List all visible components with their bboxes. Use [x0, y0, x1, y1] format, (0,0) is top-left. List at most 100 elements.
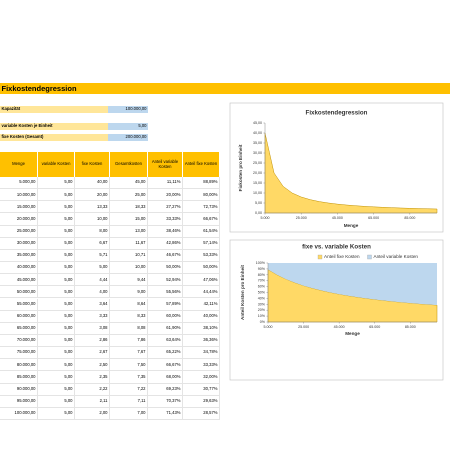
y-axis-title: Fixkosten pro Einheit	[238, 144, 243, 191]
table-cell: 90.000,00	[0, 383, 38, 396]
table-cell: 6,67	[75, 237, 110, 250]
sheet-title: Fixkostendegression	[0, 83, 450, 94]
table-cell: 5,71	[75, 249, 110, 263]
table-cell: 38,46%	[148, 225, 183, 238]
table-cell: 15,00	[110, 213, 148, 226]
table-cell: 61,90%	[148, 322, 183, 335]
table-cell: 25.000,00	[0, 225, 38, 238]
table-cell: 7,86	[110, 334, 148, 348]
table-cell: 5,00	[38, 201, 75, 214]
table-cell: 36,36%	[183, 334, 220, 348]
table-cell: 100.000,00	[0, 407, 38, 420]
table-cell: 5,00	[38, 177, 75, 190]
table-cell: 10,71	[110, 249, 148, 263]
table-cell: 5,00	[38, 407, 75, 420]
table-cell: 61,54%	[183, 225, 220, 238]
table-cell: 2,86	[75, 334, 110, 348]
x-tick-label: 25.000	[296, 216, 307, 220]
y-tick-label: 20,00	[253, 171, 262, 175]
table-cell: 88,89%	[183, 177, 220, 190]
table-cell: 5,00	[38, 213, 75, 226]
table-cell: 5,00	[75, 262, 110, 275]
y-tick-label: 20%	[258, 308, 266, 312]
table-cell: 52,94%	[148, 274, 183, 287]
chart-frame	[229, 239, 444, 381]
table-cell: 30,77%	[183, 383, 220, 396]
table-cell: 5,00	[38, 298, 75, 311]
table-cell: 60,00%	[148, 310, 183, 323]
table-cell: 30.000,00	[0, 237, 38, 250]
y-tick-label: 70%	[258, 279, 266, 283]
table-cell: 3,08	[75, 322, 110, 335]
table-cell: 7,00	[110, 407, 148, 420]
table-cell: 55,56%	[148, 286, 183, 299]
legend-label: Anteil fixe Kosten	[324, 254, 360, 259]
table-cell: 57,14%	[183, 237, 220, 250]
table-cell: 38,10%	[183, 322, 220, 335]
y-tick-label: 40%	[258, 296, 266, 300]
table-cell: 5,00	[38, 237, 75, 250]
table-cell: 5,00	[38, 359, 75, 372]
y-tick-label: 60%	[258, 285, 266, 289]
table-cell: 8,08	[110, 322, 148, 335]
table-header: fixe Kosten	[75, 152, 110, 177]
table-cell: 7,11	[110, 395, 148, 408]
x-axis-title: Menge	[345, 331, 360, 336]
y-tick-label: 0%	[260, 320, 266, 324]
table-cell: 45,00	[110, 177, 148, 190]
table-cell: 9,44	[110, 274, 148, 287]
table-cell: 69,23%	[148, 383, 183, 396]
table-cell: 5,00	[38, 262, 75, 275]
table-cell: 5,00	[38, 395, 75, 408]
table-cell: 8,64	[110, 298, 148, 311]
y-tick-label: 30%	[258, 302, 266, 306]
table-header: Gesamtkosten	[110, 152, 148, 177]
chart-frame	[229, 102, 444, 233]
table-cell: 15.000,00	[0, 201, 38, 214]
x-tick-label: 45.000	[332, 216, 343, 220]
table-header: Menge	[0, 152, 38, 177]
table-cell: 50,00%	[183, 262, 220, 275]
input-label: Kapazität	[0, 106, 108, 114]
table-cell: 5,00	[38, 334, 75, 348]
x-tick-label: 85.000	[404, 216, 415, 220]
table-cell: 13,00	[110, 225, 148, 238]
input-label: fixe Kosten (Gesamt)	[0, 134, 108, 142]
table-cell: 70,37%	[148, 395, 183, 408]
y-axis-title: Anteil Kosten pro Einheit	[240, 265, 245, 320]
y-tick-label: 0,00	[255, 211, 262, 215]
table-cell: 72,73%	[183, 201, 220, 214]
table-cell: 68,00%	[148, 371, 183, 384]
table-cell: 9,00	[110, 286, 148, 299]
table-cell: 2,11	[75, 395, 110, 408]
y-tick-label: 90%	[258, 267, 266, 271]
table-cell: 55.000,00	[0, 298, 38, 311]
table-cell: 66,67%	[148, 359, 183, 372]
table-cell: 45.000,00	[0, 274, 38, 287]
y-tick-label: 30,00	[253, 151, 262, 155]
table-cell: 7,67	[110, 347, 148, 360]
table-cell: 33,33%	[148, 213, 183, 226]
table-cell: 11,67	[110, 237, 148, 250]
table-cell: 7,22	[110, 383, 148, 396]
table-cell: 70.000,00	[0, 334, 38, 348]
table-cell: 20,00%	[148, 189, 183, 202]
y-tick-label: 100%	[256, 261, 266, 265]
table-cell: 3,64	[75, 298, 110, 311]
table-cell: 63,64%	[148, 334, 183, 348]
table-cell: 50.000,00	[0, 286, 38, 299]
chart: fixe vs. variable Kosten Menge Anteil Kost…	[229, 239, 444, 381]
table-cell: 7,50	[110, 359, 148, 372]
table-cell: 40.000,00	[0, 262, 38, 275]
table-cell: 5,00	[38, 310, 75, 323]
input-value: 100.000,00	[108, 106, 148, 114]
table-cell: 32,00%	[183, 371, 220, 384]
table-cell: 47,06%	[183, 274, 220, 287]
table-header: variable Kosten	[38, 152, 75, 177]
table-cell: 11,11%	[148, 177, 183, 190]
table-cell: 10,00	[75, 213, 110, 226]
table-header: Anteil variable Kosten	[148, 152, 183, 177]
table-cell: 25,00	[110, 189, 148, 202]
x-tick-label: 65.000	[369, 325, 380, 329]
input-label: variable Kosten je Einheit	[0, 123, 108, 131]
